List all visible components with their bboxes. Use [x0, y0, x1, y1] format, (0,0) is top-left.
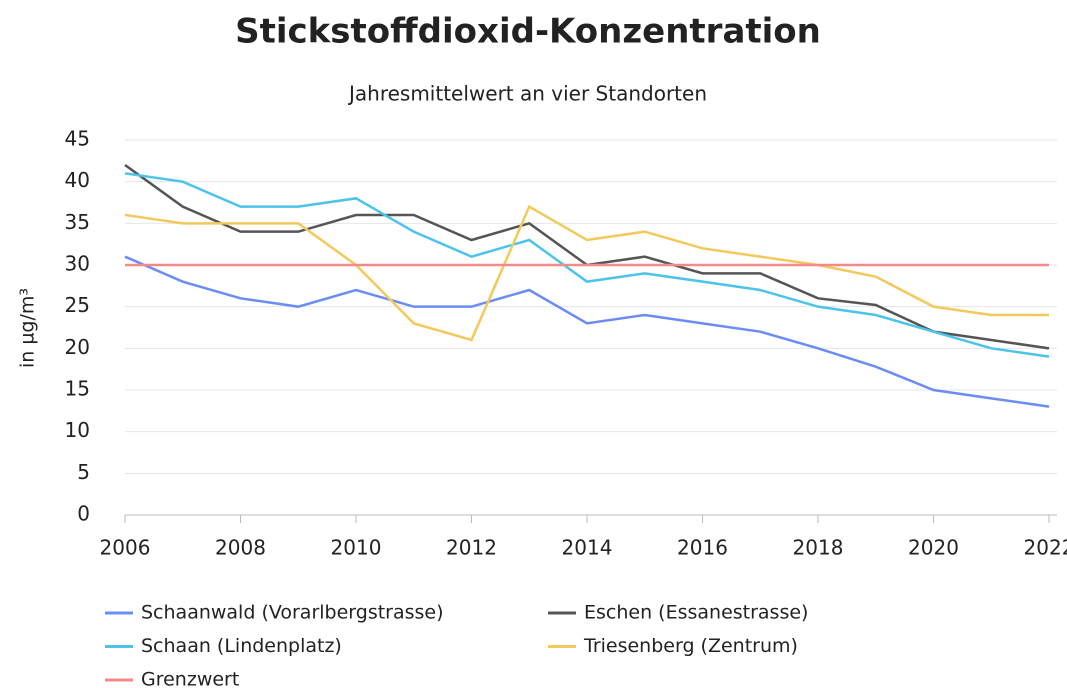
- y-tick-label: 25: [65, 293, 90, 317]
- x-tick-label: 2010: [331, 536, 382, 560]
- legend-label: Grenzwert: [141, 669, 239, 688]
- y-tick-label: 30: [65, 252, 90, 276]
- legend-label: Schaanwald (Vorarlbergstrasse): [141, 602, 444, 624]
- x-tick-label: 2012: [446, 536, 497, 560]
- y-tick-label: 10: [65, 418, 90, 442]
- y-tick-label: 0: [77, 502, 90, 526]
- x-tick-label: 2018: [793, 536, 844, 560]
- y-tick-label: 45: [65, 127, 90, 151]
- legend-label: Triesenberg (Zentrum): [583, 635, 798, 657]
- x-tick-label: 2014: [562, 536, 613, 560]
- x-tick-label: 2020: [908, 536, 959, 560]
- x-tick-label: 2006: [100, 536, 151, 560]
- legend-label: Eschen (Essanestrasse): [584, 602, 808, 624]
- chart-subtitle: Jahresmittelwert an vier Standorten: [347, 82, 707, 106]
- series-line: [124, 204, 1049, 342]
- y-tick-label: 20: [65, 335, 90, 359]
- chart-title: Stickstoffdioxid-Konzentration: [235, 12, 821, 52]
- y-tick-label: 15: [65, 377, 90, 401]
- y-tick-label: 5: [77, 460, 90, 484]
- x-tick-label: 2022: [1024, 536, 1067, 560]
- x-tick-label: 2016: [677, 536, 728, 560]
- y-axis-label: in µg/m³: [17, 288, 39, 368]
- series-line: [124, 163, 1050, 350]
- x-tick-label: 2008: [215, 536, 266, 560]
- legend-label: Schaan (Lindenplatz): [141, 635, 342, 657]
- series-line: [124, 255, 1050, 408]
- y-tick-label: 35: [65, 210, 90, 234]
- y-tick-label: 40: [65, 168, 90, 192]
- series-line: [124, 172, 1050, 358]
